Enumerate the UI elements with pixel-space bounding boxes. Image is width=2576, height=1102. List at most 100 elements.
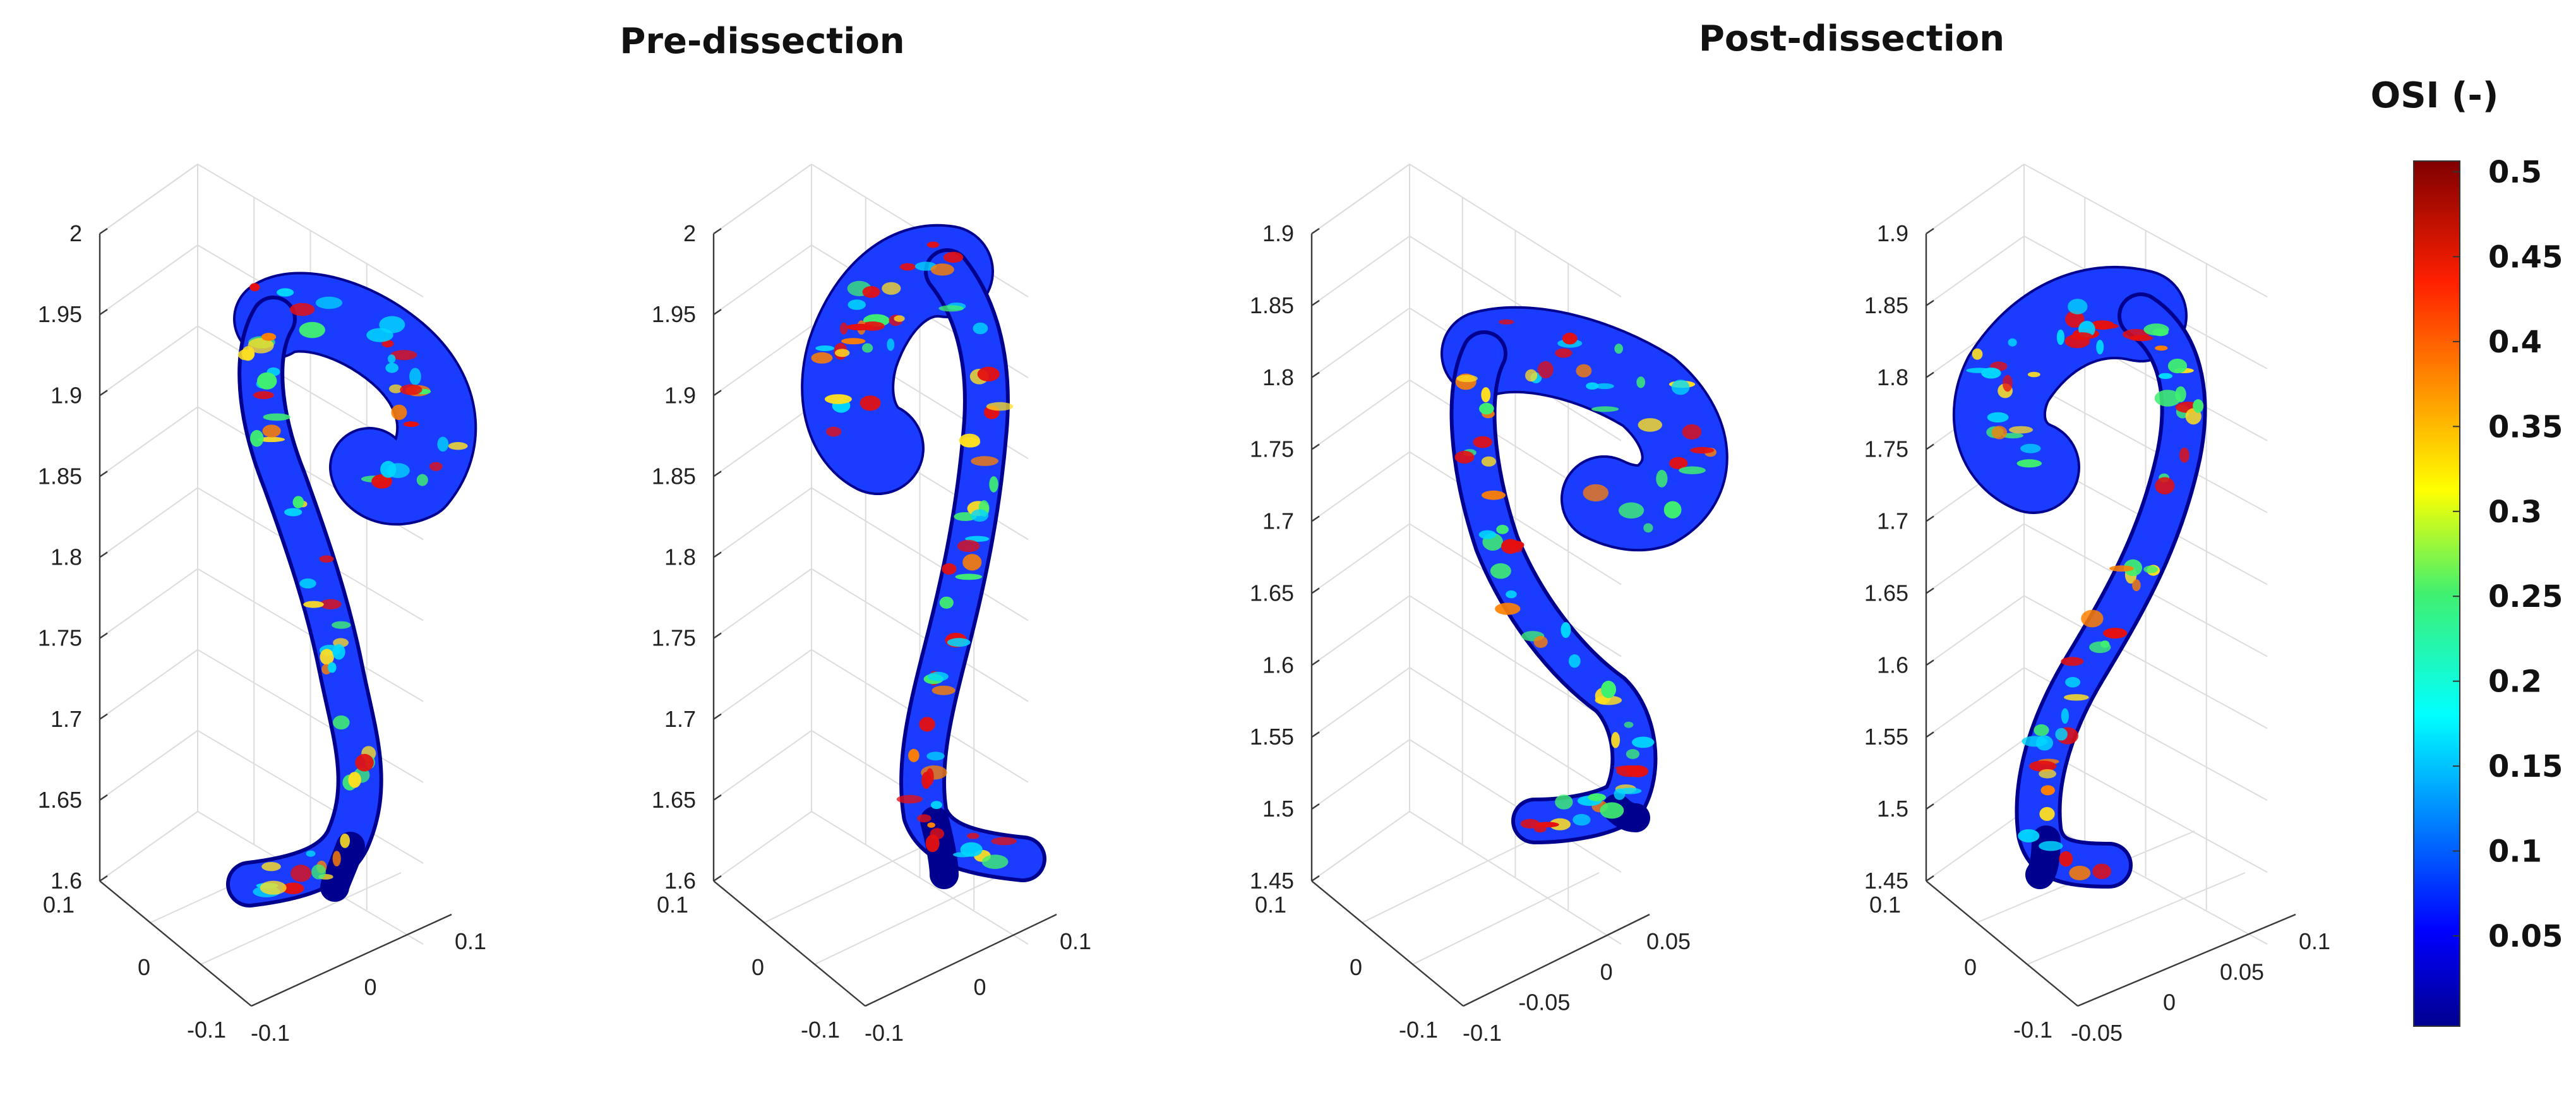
- osi-hotspot: [289, 302, 315, 316]
- z-tick-label: 1.85: [38, 463, 82, 489]
- osi-hotspot: [333, 715, 350, 730]
- z-tick-label: 1.9: [1262, 220, 1294, 246]
- osi-hotspot: [961, 437, 981, 448]
- z-tick-label: 1.6: [664, 868, 696, 894]
- osi-hotspot: [2035, 735, 2053, 751]
- osi-hotspot: [2016, 459, 2042, 468]
- osi-hotspot: [1501, 539, 1520, 554]
- osi-hotspot: [862, 343, 873, 353]
- z-tick: [713, 309, 722, 316]
- z-tick-label: 1.45: [1864, 868, 1908, 894]
- z-tick-label: 1.9: [664, 382, 696, 408]
- z-tick-label: 2: [69, 220, 82, 246]
- osi-hotspot: [1482, 490, 1506, 500]
- colorbar-tick-label: 0.3: [2488, 494, 2542, 530]
- osi-hotspot: [2039, 769, 2057, 779]
- z-tick-label: 1.8: [664, 544, 696, 570]
- grid-line: [99, 244, 198, 315]
- grid-line: [99, 406, 198, 477]
- y-tick-label: -0.1: [2013, 1017, 2052, 1043]
- osi-hotspot: [927, 822, 935, 828]
- osi-hotspot: [1537, 361, 1554, 379]
- osi-hotspot: [1555, 794, 1573, 810]
- osi-hotspot: [2155, 477, 2175, 494]
- z-tick-label: 1.8: [1877, 364, 1908, 390]
- z-tick-label: 1.85: [1250, 292, 1294, 318]
- z-tick-label: 1.65: [38, 787, 82, 813]
- grid-line: [1409, 811, 1622, 945]
- osi-hotspot: [2027, 371, 2040, 378]
- osi-hotspot: [306, 850, 316, 857]
- aortic-arch: [236, 274, 475, 524]
- osi-hotspot: [320, 599, 342, 609]
- post-dissection-heading: Post-dissection: [1699, 18, 2004, 59]
- z-tick-label: 1.55: [1864, 724, 1908, 750]
- osi-hotspot: [960, 842, 983, 857]
- osi-hotspot: [248, 338, 274, 354]
- grid-line: [1926, 739, 2025, 810]
- z-tick: [713, 794, 722, 801]
- z-tick-label: 1.6: [1262, 652, 1294, 678]
- z-tick-label: 1.9: [1877, 220, 1908, 246]
- z-tick: [99, 794, 108, 801]
- x-tick-label: 0.1: [455, 928, 486, 954]
- osi-hotspot: [371, 474, 392, 489]
- osi-hotspot: [284, 508, 303, 517]
- z-tick: [1311, 228, 1320, 234]
- x-tick-label: -0.05: [1518, 990, 1570, 1015]
- osi-hotspot: [1573, 813, 1591, 826]
- top-edge: [1311, 164, 1410, 234]
- osi-hotspot: [448, 442, 468, 450]
- osi-hotspot: [1626, 749, 1639, 759]
- grid-line: [99, 487, 198, 558]
- y-tick-label: 0: [1964, 954, 1977, 980]
- grid-line: [99, 649, 198, 720]
- z-tick-label: 1.65: [652, 787, 696, 813]
- osi-hotspot: [380, 460, 397, 478]
- aorta-osi-surface: [801, 224, 1046, 889]
- x-axis-line: [1463, 913, 1650, 1007]
- osi-hotspot: [1562, 332, 1578, 345]
- z-tick: [1311, 299, 1320, 306]
- osi-hotspot: [1525, 369, 1538, 382]
- descending-aorta: [1453, 334, 1654, 841]
- z-tick: [713, 632, 722, 639]
- grid-line: [713, 730, 812, 801]
- colorbar: OSI (-) 0.50.450.40.350.30.250.20.150.10…: [2371, 75, 2563, 1027]
- z-tick: [99, 309, 108, 316]
- osi-hotspot: [2100, 640, 2110, 648]
- z-tick-label: 1.5: [1262, 796, 1294, 822]
- osi-hotspot: [249, 283, 260, 292]
- z-tick: [99, 713, 108, 720]
- z-tick: [1311, 587, 1320, 594]
- y-tick-label: 0: [1350, 954, 1362, 980]
- osi-hotspot: [2159, 373, 2172, 380]
- osi-hotspot: [862, 286, 880, 298]
- osi-hotspot: [390, 350, 417, 361]
- osi-hotspot: [1682, 424, 1702, 440]
- z-tick: [1311, 659, 1320, 666]
- osi-hotspot: [315, 296, 343, 309]
- osi-hotspot: [1535, 822, 1559, 828]
- osi-hotspot: [2061, 657, 2084, 666]
- z-tick: [99, 390, 108, 397]
- osi-hotspot: [1972, 348, 1983, 360]
- z-tick-label: 1.6: [51, 868, 82, 894]
- grid-line: [713, 325, 812, 397]
- osi-hotspot: [887, 338, 895, 351]
- osi-hotspot: [291, 865, 312, 882]
- osi-hotspot: [1591, 406, 1619, 412]
- osi-hotspot: [416, 474, 428, 486]
- osi-hotspot: [2129, 335, 2154, 342]
- osi-hotspot: [1611, 732, 1620, 748]
- osi-hotspot: [1478, 530, 1497, 539]
- z-tick: [99, 551, 108, 558]
- z-tick: [1926, 803, 1934, 810]
- osi-hotspot: [971, 509, 989, 522]
- y-tick-label: 0.1: [657, 892, 688, 918]
- osi-hotspot: [2092, 863, 2112, 880]
- osi-hotspot: [1643, 523, 1653, 533]
- panel-pre-1: 21.951.91.851.81.751.71.651.60.10-0.1 -0.…: [38, 164, 486, 1046]
- z-tick-label: 1.7: [664, 706, 696, 732]
